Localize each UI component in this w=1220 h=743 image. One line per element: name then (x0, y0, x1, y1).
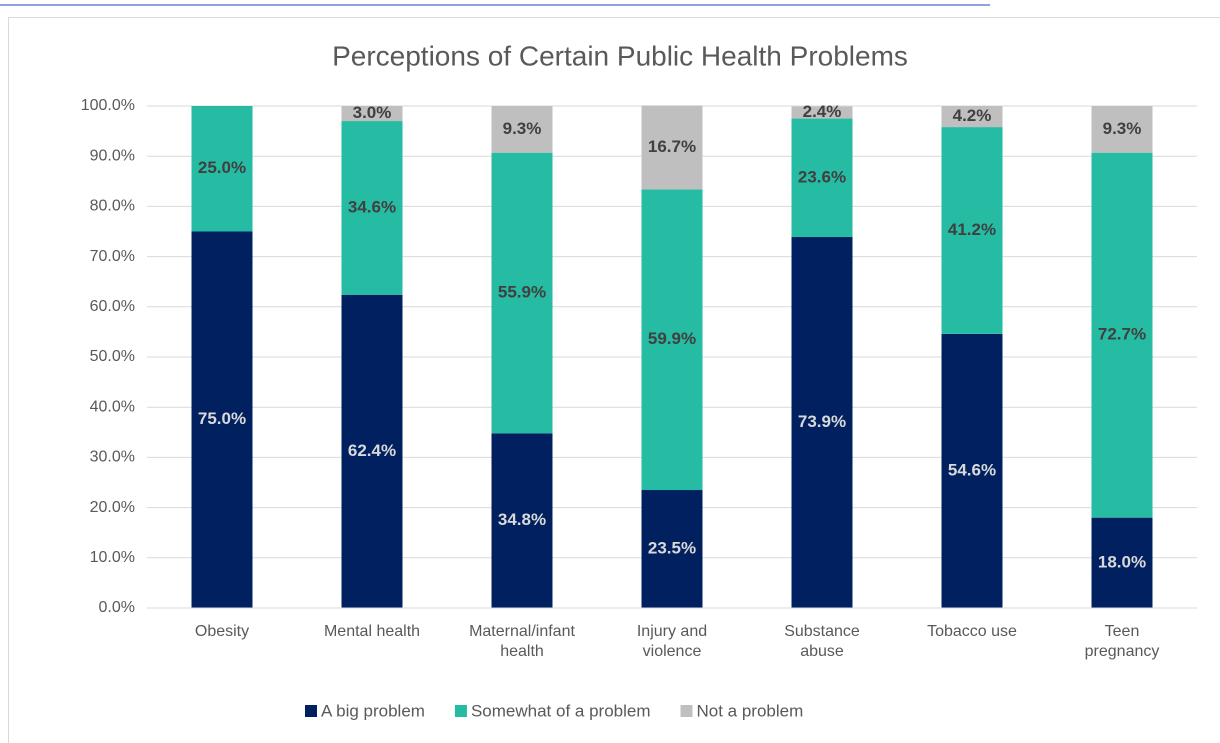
legend-label: Not a problem (697, 701, 804, 720)
bar-segment (491, 152, 553, 434)
y-tick-label: 70.0% (90, 248, 135, 265)
data-label: 41.2% (948, 220, 996, 239)
bar-segment (191, 231, 253, 608)
legend-label: A big problem (321, 701, 425, 720)
data-label: 55.9% (498, 282, 546, 301)
bar-segment (941, 333, 1003, 608)
y-tick-label: 100.0% (81, 97, 135, 114)
data-label: 25.0% (198, 158, 246, 177)
x-tick-label: Maternal/infant health (469, 623, 575, 660)
legend-swatch (454, 705, 467, 717)
bar-segment (341, 294, 403, 608)
chart-border (8, 17, 1220, 743)
bar-segment (341, 121, 403, 295)
y-tick-label: 50.0% (90, 348, 135, 365)
bar-segment (941, 127, 1003, 334)
y-tick-label: 30.0% (90, 449, 135, 466)
bar-segment (191, 106, 253, 232)
bar-segment (341, 106, 403, 122)
bar-segment (791, 106, 853, 119)
data-label: 34.6% (348, 197, 396, 216)
legend-swatch (680, 705, 693, 717)
data-label: 3.0% (353, 103, 392, 122)
y-tick-label: 0.0% (99, 599, 135, 616)
x-tick-label: Obesity (194, 623, 250, 640)
bar-segment (1091, 106, 1153, 153)
x-tick-label: Substance abuse (784, 623, 860, 660)
bar-segment (641, 105, 703, 190)
data-label: 16.7% (648, 137, 696, 156)
y-tick-label: 10.0% (90, 549, 135, 566)
x-tick-label: Teen pregnancy (1084, 623, 1160, 660)
bar-segment (641, 490, 703, 608)
y-tick-label: 90.0% (90, 147, 135, 164)
data-label: 23.6% (798, 167, 846, 186)
bar-segment (941, 106, 1003, 128)
data-label: 23.5% (648, 538, 696, 557)
data-label: 73.9% (798, 412, 846, 431)
y-tick-label: 60.0% (90, 298, 135, 315)
data-label: 59.9% (648, 329, 696, 348)
x-tick-label: Tobacco use (927, 623, 1017, 640)
chart-title: Perceptions of Certain Public Health Pro… (332, 40, 908, 71)
data-label: 9.3% (503, 119, 542, 138)
bar-segment (491, 106, 553, 153)
bar-segment (491, 433, 553, 608)
data-label: 18.0% (1098, 552, 1146, 571)
data-label: 2.4% (803, 102, 842, 121)
data-label: 9.3% (1103, 119, 1142, 138)
legend-swatch (305, 705, 317, 717)
y-tick-label: 80.0% (90, 198, 135, 215)
bar-segment (791, 237, 853, 608)
bar-segment (791, 118, 853, 238)
data-label: 62.4% (348, 441, 396, 460)
bar-segment (1091, 517, 1153, 608)
bar-segment (641, 189, 703, 491)
legend-label: Somewhat of a problem (471, 701, 651, 720)
y-tick-label: 20.0% (90, 499, 135, 516)
y-tick-label: 40.0% (90, 398, 135, 415)
x-tick-label: Injury and violence (636, 623, 708, 660)
data-label: 75.0% (198, 409, 246, 428)
data-label: 54.6% (948, 460, 996, 479)
data-label: 4.2% (953, 106, 992, 125)
data-label: 34.8% (498, 510, 546, 529)
bar-segment (1091, 152, 1153, 518)
x-tick-label: Mental health (323, 623, 421, 640)
data-label: 72.7% (1098, 325, 1146, 344)
